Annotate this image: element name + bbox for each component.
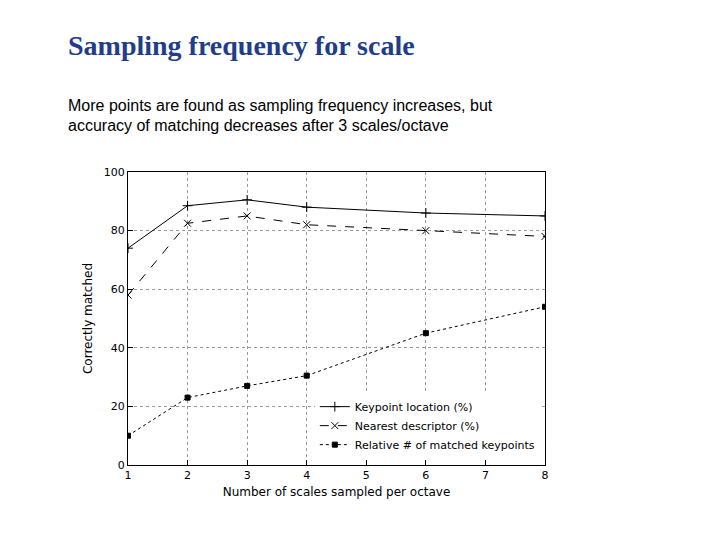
html-text:More points are found as sampl: More points are found as sampling freque… — [68, 97, 493, 134]
svg-text:Nearest descriptor (%): Nearest descriptor (%) — [355, 420, 480, 433]
svg-text:8: 8 — [542, 469, 549, 482]
svg-text:6: 6 — [422, 469, 429, 482]
svg-text:80: 80 — [111, 224, 125, 237]
html-text:Sampling frequency for scale: Sampling frequency for scale — [68, 30, 415, 61]
svg-text:40: 40 — [111, 342, 125, 355]
svg-text:0: 0 — [118, 459, 125, 472]
svg-text:20: 20 — [111, 400, 125, 413]
svg-text:60: 60 — [111, 283, 125, 296]
svg-text:3: 3 — [244, 469, 251, 482]
svg-text:5: 5 — [363, 469, 370, 482]
svg-text:2: 2 — [184, 469, 191, 482]
svg-text:7: 7 — [482, 469, 489, 482]
svg-text:4: 4 — [303, 469, 310, 482]
svg-text:100: 100 — [104, 166, 125, 179]
svg-text:1: 1 — [125, 469, 132, 482]
svg-text:Relative # of matched keypoint: Relative # of matched keypoints — [355, 439, 535, 452]
svg-text:Number of scales sampled per o: Number of scales sampled per octave — [223, 485, 451, 499]
svg-text:Keypoint location (%): Keypoint location (%) — [355, 401, 473, 414]
svg-text:Correctly matched: Correctly matched — [81, 263, 95, 374]
